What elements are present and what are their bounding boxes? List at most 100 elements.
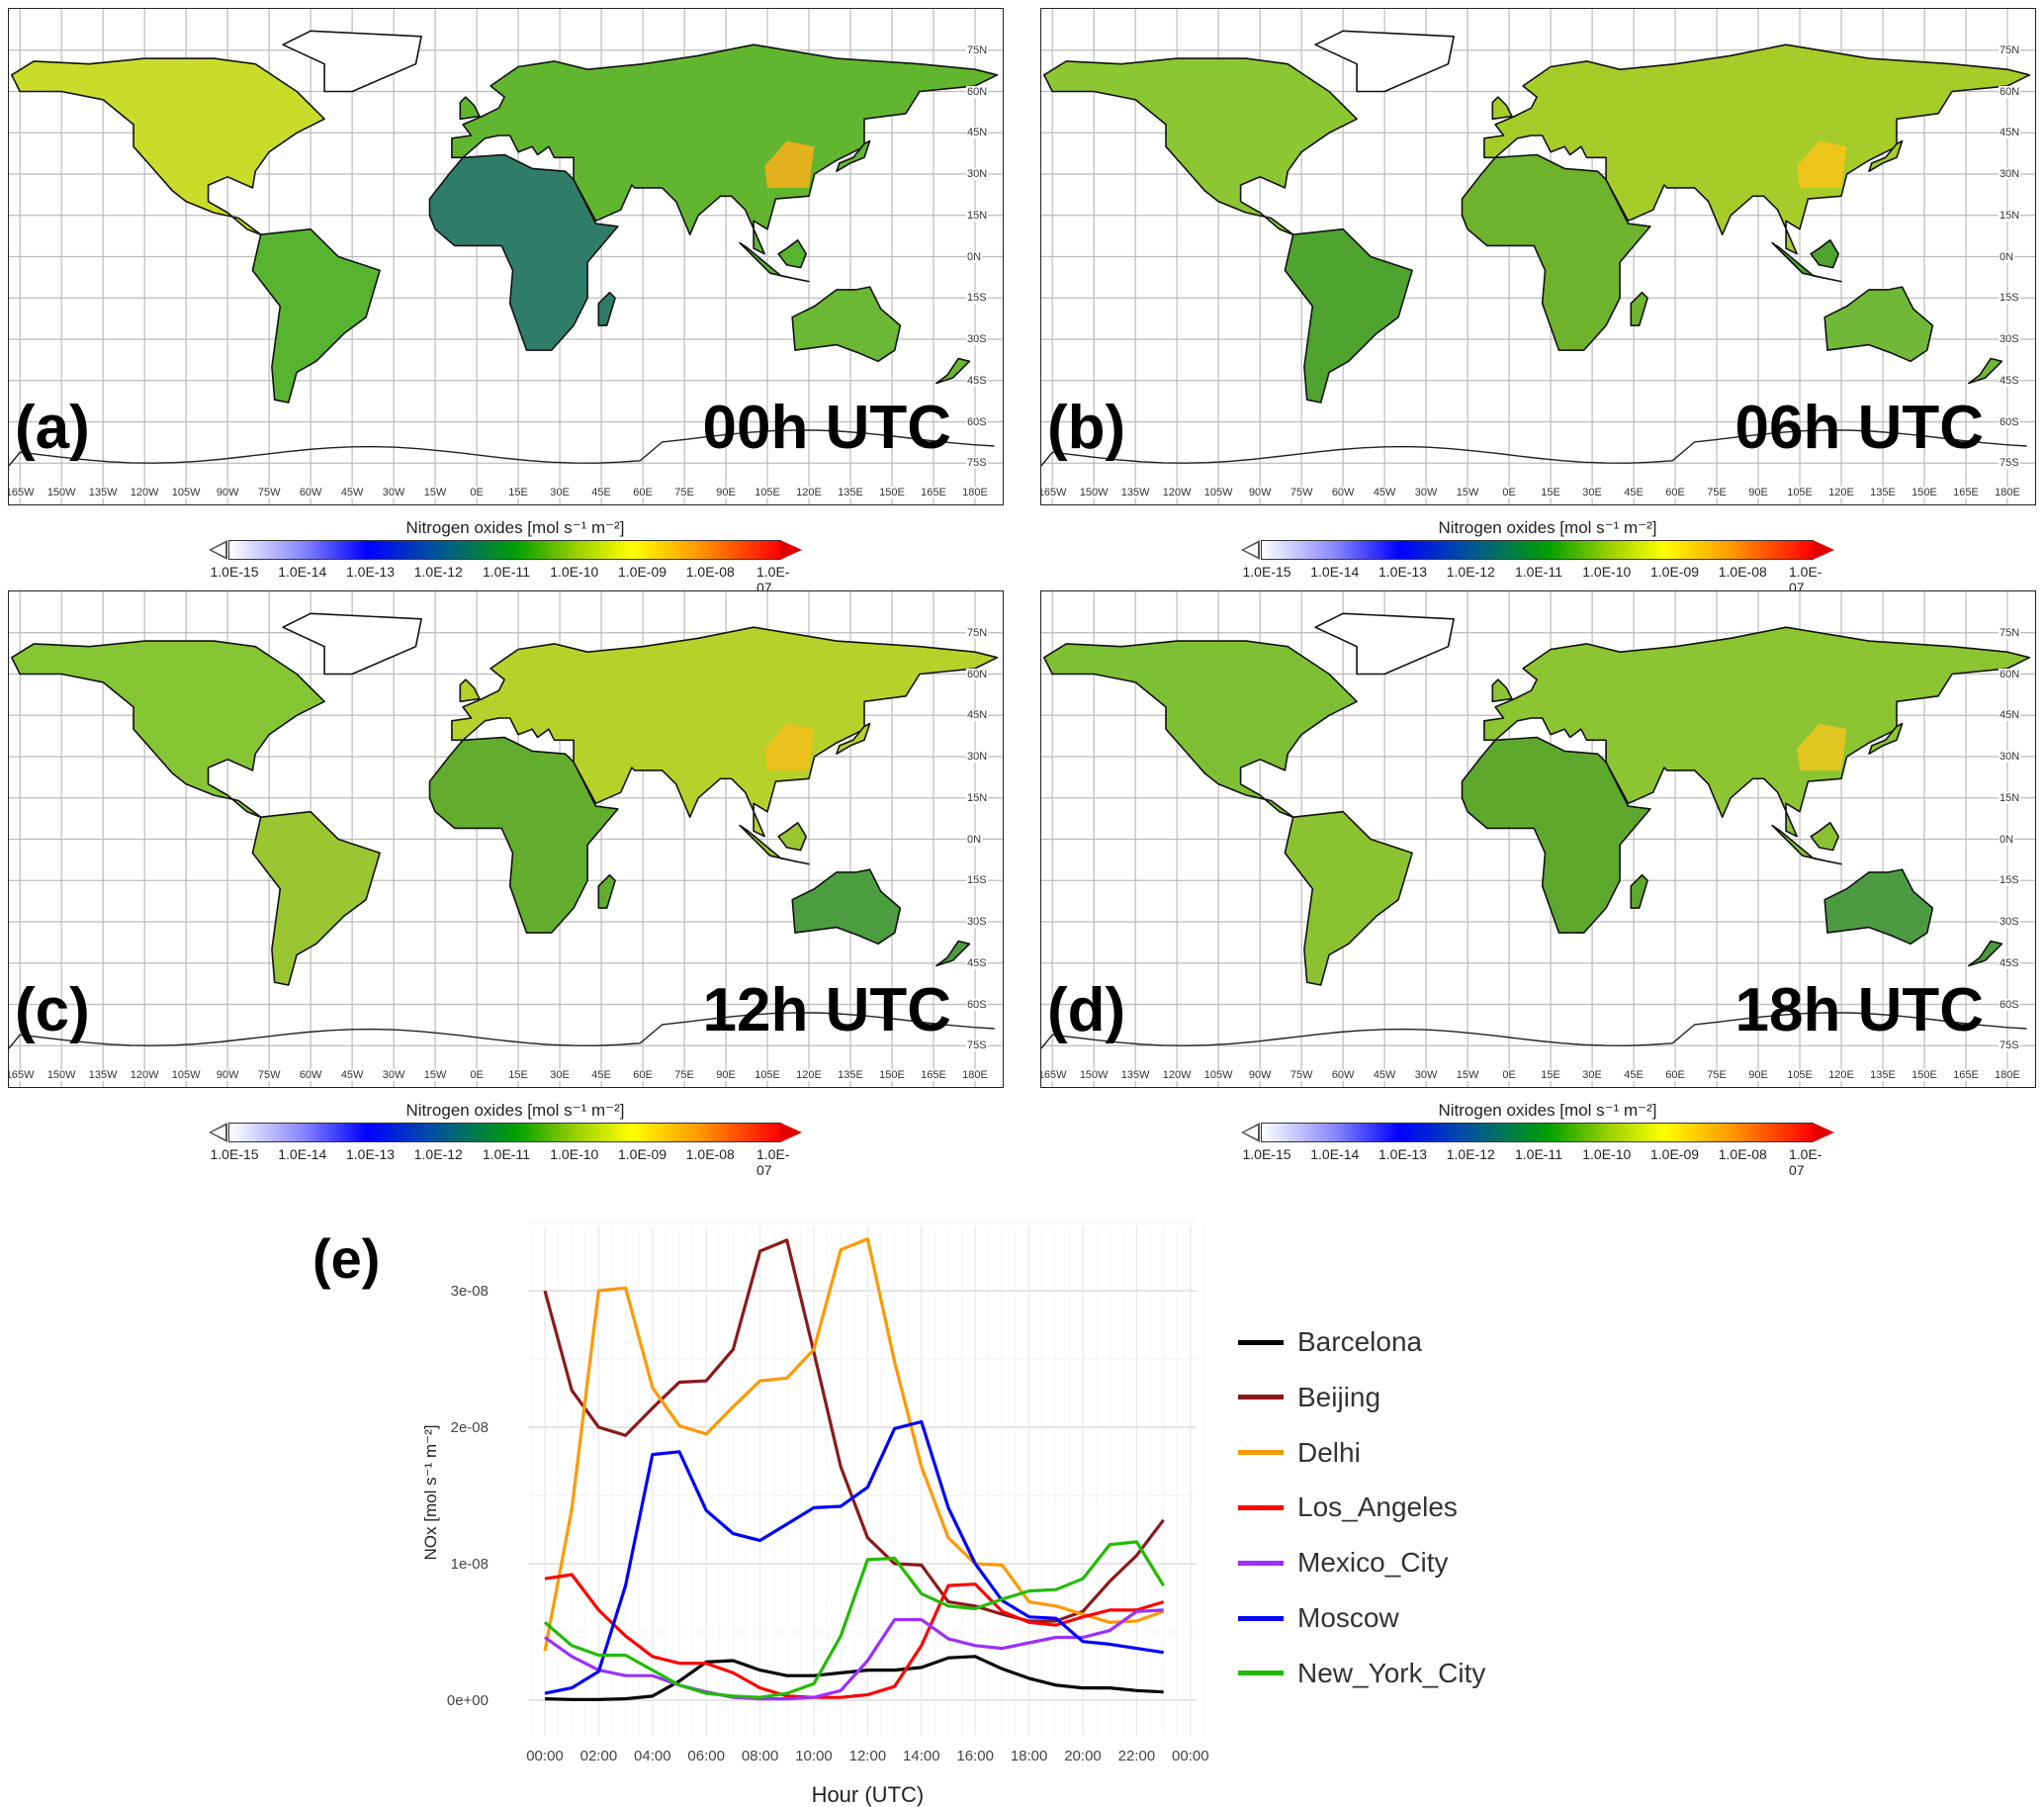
lat-label: 0N [966, 250, 983, 263]
region-uk [1491, 96, 1513, 121]
panel-label-e: (e) [312, 1227, 381, 1290]
lat-label: 15S [1999, 874, 2020, 887]
lon-label: 105W [171, 487, 201, 498]
series-line-delhi [543, 1236, 1165, 1652]
lon-label: 150W [1079, 1069, 1109, 1081]
lon-label: 60E [1665, 1069, 1685, 1081]
under-range-arrow [1241, 1123, 1260, 1142]
colorbar-tick-label: 1.0E-15 [1242, 564, 1291, 580]
x-tick-label: 10:00 [795, 1748, 833, 1764]
lon-label: 60E [1665, 487, 1685, 498]
antarctica-coastline [9, 1012, 995, 1049]
colorbar-c: Nitrogen oxides [mol s⁻¹ m⁻²] 1.0E-15 1.0E… [209, 1101, 822, 1178]
legend-swatch [1238, 1560, 1284, 1566]
colorbar-tick-label: 1.0E-14 [1310, 564, 1360, 580]
lon-label: 135E [838, 487, 863, 498]
series-line-beijing [543, 1238, 1165, 1623]
colorbar-tick-label: 1.0E-13 [345, 564, 396, 580]
lat-label: 60N [966, 668, 989, 680]
lat-label: 0N [1999, 833, 2015, 846]
legend-item: Barcelona [1238, 1322, 1422, 1362]
lon-label: 75W [1289, 1069, 1313, 1081]
y-tick-label: 0e+00 [447, 1692, 489, 1709]
region-africa [428, 736, 619, 934]
x-tick-label: 22:00 [1118, 1748, 1156, 1764]
lon-label: 15E [1541, 487, 1560, 498]
map-panel-c: 75N 60N 45N 30N 15N 0N 15S 30S 45S 60S 75S 165W 150W… [8, 590, 1004, 1088]
series-line-new-york-city [543, 1540, 1165, 1699]
lon-label: 30E [550, 1069, 570, 1081]
lon-label: 45E [1624, 1069, 1644, 1081]
under-range-arrow [209, 540, 227, 560]
lon-label: 90W [1248, 487, 1272, 498]
region-sa [1284, 227, 1413, 404]
lon-label: 30W [382, 1069, 405, 1081]
lon-label: 0E [1502, 487, 1516, 498]
region-asia_hot [764, 140, 815, 188]
lon-label: 120W [130, 487, 159, 498]
lon-label: 120W [130, 1069, 159, 1081]
region-na [1042, 640, 1358, 818]
lon-label: 75E [674, 1069, 694, 1081]
time-label: 06h UTC [1734, 394, 1984, 462]
legend-label: Beijing [1297, 1381, 1381, 1412]
lat-label: 75N [966, 44, 989, 56]
lon-label: 180E [1995, 487, 2020, 498]
lon-label: 75E [674, 487, 694, 498]
colorbar-title: Nitrogen oxides [mol s⁻¹ m⁻²] [405, 518, 625, 537]
lon-label: 135W [1120, 1069, 1150, 1081]
colorbar-tick-label: 1.0E-11 [1515, 564, 1562, 580]
lat-label: 45N [1999, 709, 2021, 722]
lat-label: 45N [1999, 127, 2021, 139]
lon-label: 15W [1456, 1069, 1479, 1081]
lat-label: 45S [1999, 956, 2020, 969]
lat-label: 30N [1999, 751, 2021, 763]
region-nz [934, 940, 971, 967]
lon-label: 30E [550, 487, 570, 498]
region-asia_hot [1797, 140, 1847, 188]
lat-label: 0N [1999, 250, 2015, 263]
lon-label: 30E [1582, 1069, 1602, 1081]
lat-label: 45N [966, 127, 989, 139]
region-eurasia [451, 626, 999, 838]
region-japan [836, 139, 871, 172]
region-greenland [282, 612, 422, 676]
chart-grid [528, 1221, 1204, 1736]
region-australia [791, 868, 902, 946]
lat-label: 45S [966, 956, 988, 969]
region-eurasia [1483, 44, 2031, 255]
lat-label: 0N [966, 833, 983, 846]
lat-label: 30N [966, 168, 989, 180]
region-na [10, 57, 325, 235]
region-asia_hot [764, 723, 815, 770]
legend-item: New_York_City [1238, 1654, 1485, 1693]
lon-label: 60E [633, 487, 653, 498]
lon-label: 135E [838, 1069, 863, 1081]
colorbar-tick-label: 1.0E-09 [617, 1146, 667, 1162]
lon-label: 180E [1995, 1069, 2020, 1081]
region-sa [1284, 810, 1413, 986]
lon-label: 90W [216, 1069, 239, 1081]
lon-label: 150W [46, 1069, 76, 1081]
lon-label: 135W [88, 487, 118, 498]
lat-label: 60S [966, 415, 988, 428]
y-axis-label: NOx [mol s⁻¹ m⁻²] [421, 1425, 440, 1561]
y-tick-label: 3e-08 [451, 1283, 489, 1300]
lat-label: 15S [1999, 292, 2020, 305]
lon-label: 165E [1953, 1069, 1979, 1081]
x-tick-label: 04:00 [634, 1748, 671, 1764]
lat-label: 60S [1999, 415, 2020, 428]
lat-label: 30S [1999, 333, 2020, 345]
x-tick-label: 02:00 [580, 1748, 618, 1764]
lat-label: 30N [966, 751, 989, 763]
region-greenland [1314, 30, 1455, 93]
antarctica-coastline [1041, 429, 2027, 467]
world-map [1041, 591, 2035, 1087]
colorbar-tick-label: 1.0E-09 [1649, 564, 1700, 580]
region-indonesia [1771, 824, 1842, 865]
lon-label: 90E [716, 1069, 736, 1081]
lon-label: 15E [1541, 1069, 1560, 1081]
lon-label: 165E [1953, 487, 1979, 498]
lat-label: 45S [1999, 374, 2020, 387]
